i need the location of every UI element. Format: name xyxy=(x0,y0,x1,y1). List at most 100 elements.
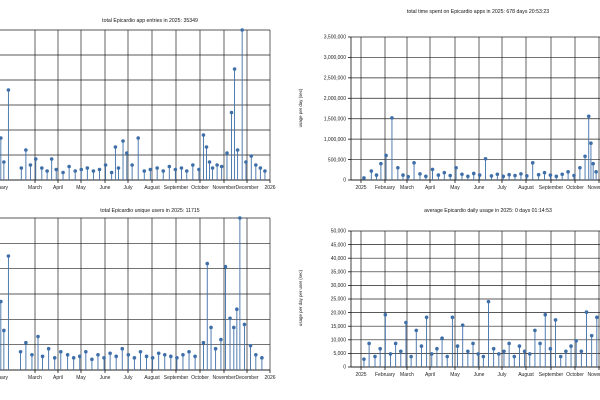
data-point xyxy=(248,343,253,348)
data-point xyxy=(455,344,460,348)
x-tick-label: June xyxy=(100,185,111,191)
y-tick-label: 5,000 xyxy=(333,351,346,357)
data-point xyxy=(412,161,416,165)
panel-average-usage: average Epicardio daily usage in 2025: 0… xyxy=(298,208,600,378)
data-point xyxy=(90,357,94,362)
data-point xyxy=(102,356,106,360)
data-point xyxy=(460,172,464,177)
data-point xyxy=(49,157,54,161)
y-tick-label: 45,000 xyxy=(331,242,347,248)
data-point xyxy=(0,136,3,140)
data-point xyxy=(367,341,371,346)
data-point xyxy=(495,172,500,177)
data-point xyxy=(30,353,34,357)
x-tick-label: July xyxy=(124,185,133,191)
data-point xyxy=(46,346,51,351)
x-tick-label: December xyxy=(235,185,258,191)
data-point xyxy=(491,346,496,351)
data-point xyxy=(120,346,125,351)
data-point xyxy=(235,148,240,152)
data-point xyxy=(204,145,209,149)
data-point xyxy=(448,173,452,178)
data-point xyxy=(79,167,84,172)
x-tick-label: August xyxy=(518,185,534,191)
y-tick-label: 20,000 xyxy=(331,310,347,316)
data-point xyxy=(418,172,422,176)
data-point xyxy=(162,353,167,357)
x-tick-label: April xyxy=(53,185,63,191)
data-point xyxy=(260,356,264,360)
data-point xyxy=(114,354,118,359)
data-point xyxy=(58,349,63,354)
data-point xyxy=(486,299,491,304)
x-tick-label: April xyxy=(53,375,63,381)
data-point xyxy=(404,320,408,325)
data-point xyxy=(225,151,229,155)
panel-app-entries: total Epicardio app entries in 2025: 353… xyxy=(0,18,276,191)
y-tick-label: 3,500,000 xyxy=(324,35,346,41)
data-point xyxy=(591,161,595,166)
chart-title-unique-users: total Epicardio unique users in 2025: 11… xyxy=(100,208,200,214)
data-point xyxy=(489,174,494,178)
y-tick-label: 10,000 xyxy=(331,338,347,344)
data-point xyxy=(161,169,166,173)
x-tick-label: 2025 xyxy=(355,185,366,191)
data-point xyxy=(450,315,455,320)
data-point xyxy=(572,173,576,178)
data-point xyxy=(414,328,419,333)
data-point xyxy=(240,28,244,32)
data-point xyxy=(235,307,239,312)
data-point xyxy=(97,167,102,172)
data-point xyxy=(65,353,70,357)
data-point xyxy=(579,349,584,354)
y-tick-label: 3,000,000 xyxy=(324,55,346,61)
x-tick-label: May xyxy=(76,185,86,191)
data-point xyxy=(84,349,88,354)
x-tick-label: November xyxy=(587,372,600,378)
data-point xyxy=(554,174,559,179)
data-point xyxy=(373,354,377,359)
data-point xyxy=(150,356,155,360)
data-point xyxy=(242,322,247,327)
x-tick-label: March xyxy=(28,185,42,191)
data-point xyxy=(527,352,532,356)
data-point xyxy=(144,354,149,359)
data-point xyxy=(548,346,553,351)
x-tick-label: October xyxy=(566,185,584,191)
panel-time-spent: total time spent on Epicardio apps in 20… xyxy=(298,9,600,191)
x-tick-label: November xyxy=(587,185,600,191)
data-point xyxy=(542,170,547,175)
data-point xyxy=(40,354,45,359)
x-tick-label: November xyxy=(212,185,235,191)
data-point xyxy=(238,216,242,220)
x-tick-label: March xyxy=(400,185,414,191)
chart-title-app-entries: total Epicardio app entries in 2025: 353… xyxy=(102,18,198,24)
data-point xyxy=(193,354,197,359)
data-point xyxy=(533,328,537,333)
x-tick-label: May xyxy=(450,372,460,378)
data-point xyxy=(483,156,488,161)
data-point xyxy=(471,171,476,176)
data-point xyxy=(179,166,184,170)
y-tick-label: 2,000,000 xyxy=(324,96,346,102)
data-point xyxy=(209,325,213,330)
x-tick-label: 2025 xyxy=(355,372,366,378)
x-tick-label: 2026 xyxy=(264,375,275,381)
data-point xyxy=(519,172,523,176)
x-tick-label: February xyxy=(375,185,396,191)
data-point xyxy=(45,169,49,173)
data-point xyxy=(213,346,218,351)
data-point xyxy=(419,344,424,348)
y-axis-label-time-spent: usage per day (sec) xyxy=(298,88,303,127)
data-point xyxy=(481,354,486,359)
data-point xyxy=(121,139,125,143)
data-point xyxy=(215,163,219,167)
data-point xyxy=(244,160,248,164)
data-point xyxy=(379,161,383,166)
data-point xyxy=(390,116,394,120)
data-point xyxy=(229,110,234,115)
chart-title-time-spent: total time spent on Epicardio apps in 20… xyxy=(407,9,549,15)
data-point xyxy=(201,340,206,345)
data-point xyxy=(197,167,201,172)
data-point xyxy=(436,173,441,177)
